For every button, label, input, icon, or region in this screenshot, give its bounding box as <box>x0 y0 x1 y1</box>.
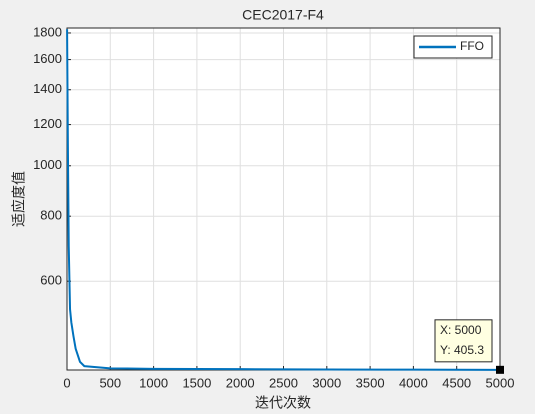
x-tick-label: 1000 <box>139 375 168 390</box>
x-tick-label: 4000 <box>399 375 428 390</box>
x-tick-label: 0 <box>63 375 70 390</box>
y-tick-label: 1600 <box>33 51 62 66</box>
y-tick-label: 600 <box>40 273 62 288</box>
line-series <box>66 29 501 371</box>
datatip-label: X: 5000 <box>440 323 482 337</box>
x-tick-label: 2000 <box>226 375 255 390</box>
datatip-label: Y: 405.3 <box>440 343 484 357</box>
y-tick-label: 1200 <box>33 116 62 131</box>
x-tick-label: 5000 <box>486 375 515 390</box>
legend-label: FFO <box>460 39 484 53</box>
x-axis-label: 迭代次数 <box>255 395 311 411</box>
y-tick-label: 800 <box>40 208 62 223</box>
x-tick-label: 3000 <box>312 375 341 390</box>
x-tick-label: 2500 <box>269 375 298 390</box>
datatip-marker <box>496 365 504 374</box>
y-axis-label: 适应度值 <box>11 171 27 227</box>
x-tick-label: 1500 <box>182 375 211 390</box>
x-tick-label: 4500 <box>442 375 471 390</box>
x-tick-label: 500 <box>99 375 121 390</box>
y-tick-label: 1800 <box>33 24 62 39</box>
datatip-box <box>434 319 493 363</box>
x-tick-label: 3500 <box>356 375 385 390</box>
chart-title: CEC2017-F4 <box>242 7 324 23</box>
y-tick-label: 1000 <box>33 157 62 172</box>
y-tick-label: 1400 <box>33 81 62 96</box>
